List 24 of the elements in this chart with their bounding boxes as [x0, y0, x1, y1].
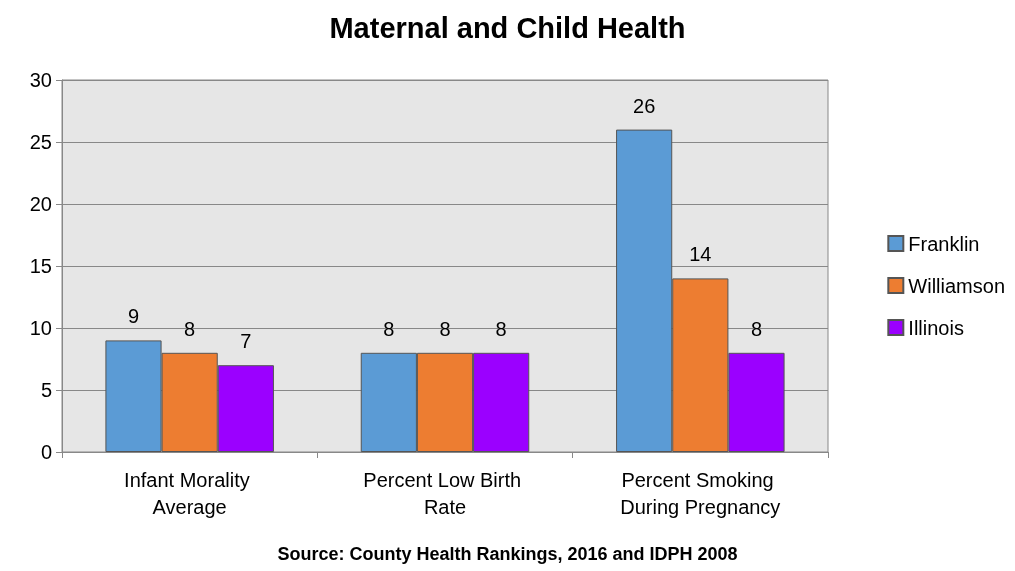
- x-tick-label: Infant Morality Average: [124, 468, 256, 518]
- y-tick-label: 5: [40, 379, 52, 401]
- data-label: 7: [240, 330, 252, 353]
- legend-label: Illinois: [908, 316, 964, 339]
- data-label: 8: [495, 317, 507, 340]
- y-tick-label: 25: [29, 131, 52, 153]
- y-tick-label: 15: [29, 255, 52, 277]
- x-tick-label: Percent Low Birth Rate: [363, 468, 527, 518]
- data-label: 8: [383, 317, 395, 340]
- data-label: 9: [127, 305, 140, 328]
- y-tick-label: 10: [29, 317, 52, 339]
- data-label: 26: [633, 94, 656, 117]
- y-tick-label: 20: [29, 193, 52, 215]
- source-note: Source: County Health Rankings, 2016 and IDPH 2008: [277, 544, 738, 564]
- data-label: 8: [750, 317, 763, 340]
- y-tick-label: 0: [40, 441, 52, 463]
- chart-title: Maternal and Child Health: [329, 11, 686, 44]
- data-label: 8: [439, 317, 451, 340]
- legend-label: Franklin: [908, 232, 980, 255]
- x-tick-label: Percent Smoking During Pregnancy: [620, 468, 781, 518]
- data-label: 8: [184, 317, 196, 340]
- legend-label: Williamson: [908, 274, 1006, 297]
- data-label: 14: [689, 243, 712, 266]
- y-tick-label: 30: [29, 69, 52, 91]
